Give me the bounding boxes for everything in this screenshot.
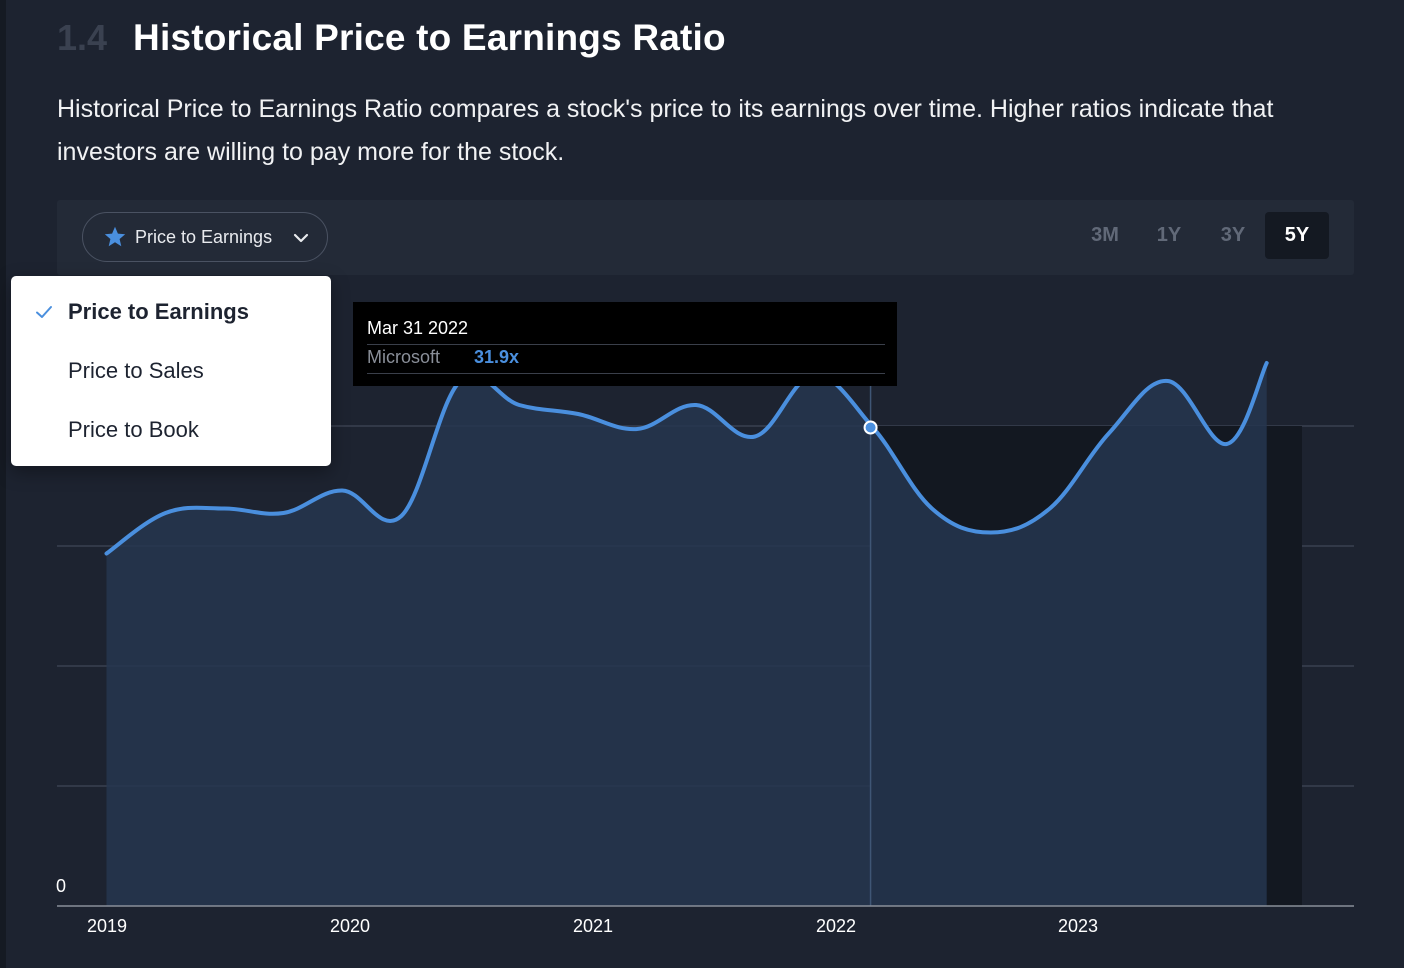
menu-item-label: Price to Sales <box>68 358 204 383</box>
range-tab-1y[interactable]: 1Y <box>1156 224 1182 246</box>
section-heading: Historical Price to Earnings Ratio <box>133 17 726 58</box>
data-point <box>753 435 757 438</box>
chart-tooltip: Mar 31 2022 Microsoft 31.9x <box>353 302 897 386</box>
data-point <box>989 531 993 534</box>
range-tab-3m[interactable]: 3M <box>1091 224 1119 246</box>
section-number: 1.4 <box>57 17 108 58</box>
data-point <box>1265 361 1269 365</box>
tooltip-value: 31.9x <box>474 347 520 367</box>
data-point <box>1107 432 1111 435</box>
data-point <box>1048 507 1052 510</box>
data-points <box>105 361 1269 555</box>
data-point <box>105 552 108 555</box>
data-point <box>1166 379 1170 383</box>
x-tick-label: 2019 <box>86 916 128 936</box>
data-point <box>222 507 226 510</box>
tooltip-series-name: Microsoft <box>367 347 441 367</box>
range-tab-5y[interactable]: 5Y <box>1265 212 1329 259</box>
range-tab-3y[interactable]: 3Y <box>1220 224 1246 246</box>
data-point <box>871 426 875 429</box>
chart-toolbar: Price to Earnings 3M 1Y 3Y 5Y <box>57 200 1354 275</box>
check-icon <box>36 306 52 318</box>
x-tick-label: 2023 <box>1057 916 1099 936</box>
data-point <box>164 511 167 515</box>
data-point <box>399 514 403 518</box>
data-point <box>930 507 934 510</box>
series-area <box>106 363 1267 906</box>
data-point <box>1225 442 1229 446</box>
x-tick-label: 2020 <box>329 916 371 936</box>
data-point <box>576 412 580 416</box>
left-edge <box>0 0 6 968</box>
range-tabs: 3M 1Y 3Y 5Y <box>1073 212 1329 259</box>
section-title: 1.4 Historical Price to Earnings Ratio <box>57 14 726 62</box>
metric-select[interactable]: Price to Earnings <box>82 212 328 262</box>
x-tick-label: 2021 <box>572 916 614 936</box>
metric-dropdown-menu: Price to Earnings Price to Sales Price t… <box>11 276 331 466</box>
data-point <box>340 489 344 492</box>
section-description: Historical Price to Earnings Ratio compa… <box>57 95 1274 166</box>
tooltip-date: Mar 31 2022 <box>367 318 469 338</box>
data-point <box>635 427 639 431</box>
chevron-down-icon <box>293 233 309 243</box>
data-point <box>694 403 698 407</box>
menu-item-price-to-sales[interactable]: Price to Sales <box>11 351 331 391</box>
menu-item-label: Price to Earnings <box>68 299 249 324</box>
tooltip-divider <box>367 344 885 345</box>
data-point <box>517 403 521 407</box>
data-point <box>281 511 285 515</box>
menu-item-price-to-earnings[interactable]: Price to Earnings <box>11 292 331 332</box>
hover-point[interactable] <box>863 420 878 435</box>
x-tick-label: 2022 <box>815 916 857 936</box>
star-icon <box>104 226 126 247</box>
metric-select-label: Price to Earnings <box>135 226 273 247</box>
series-line <box>104 361 1269 556</box>
y-tick-label: 0 <box>56 876 67 896</box>
tooltip-divider <box>367 373 885 374</box>
menu-item-label: Price to Book <box>68 417 199 442</box>
menu-item-price-to-book[interactable]: Price to Book <box>11 410 331 450</box>
